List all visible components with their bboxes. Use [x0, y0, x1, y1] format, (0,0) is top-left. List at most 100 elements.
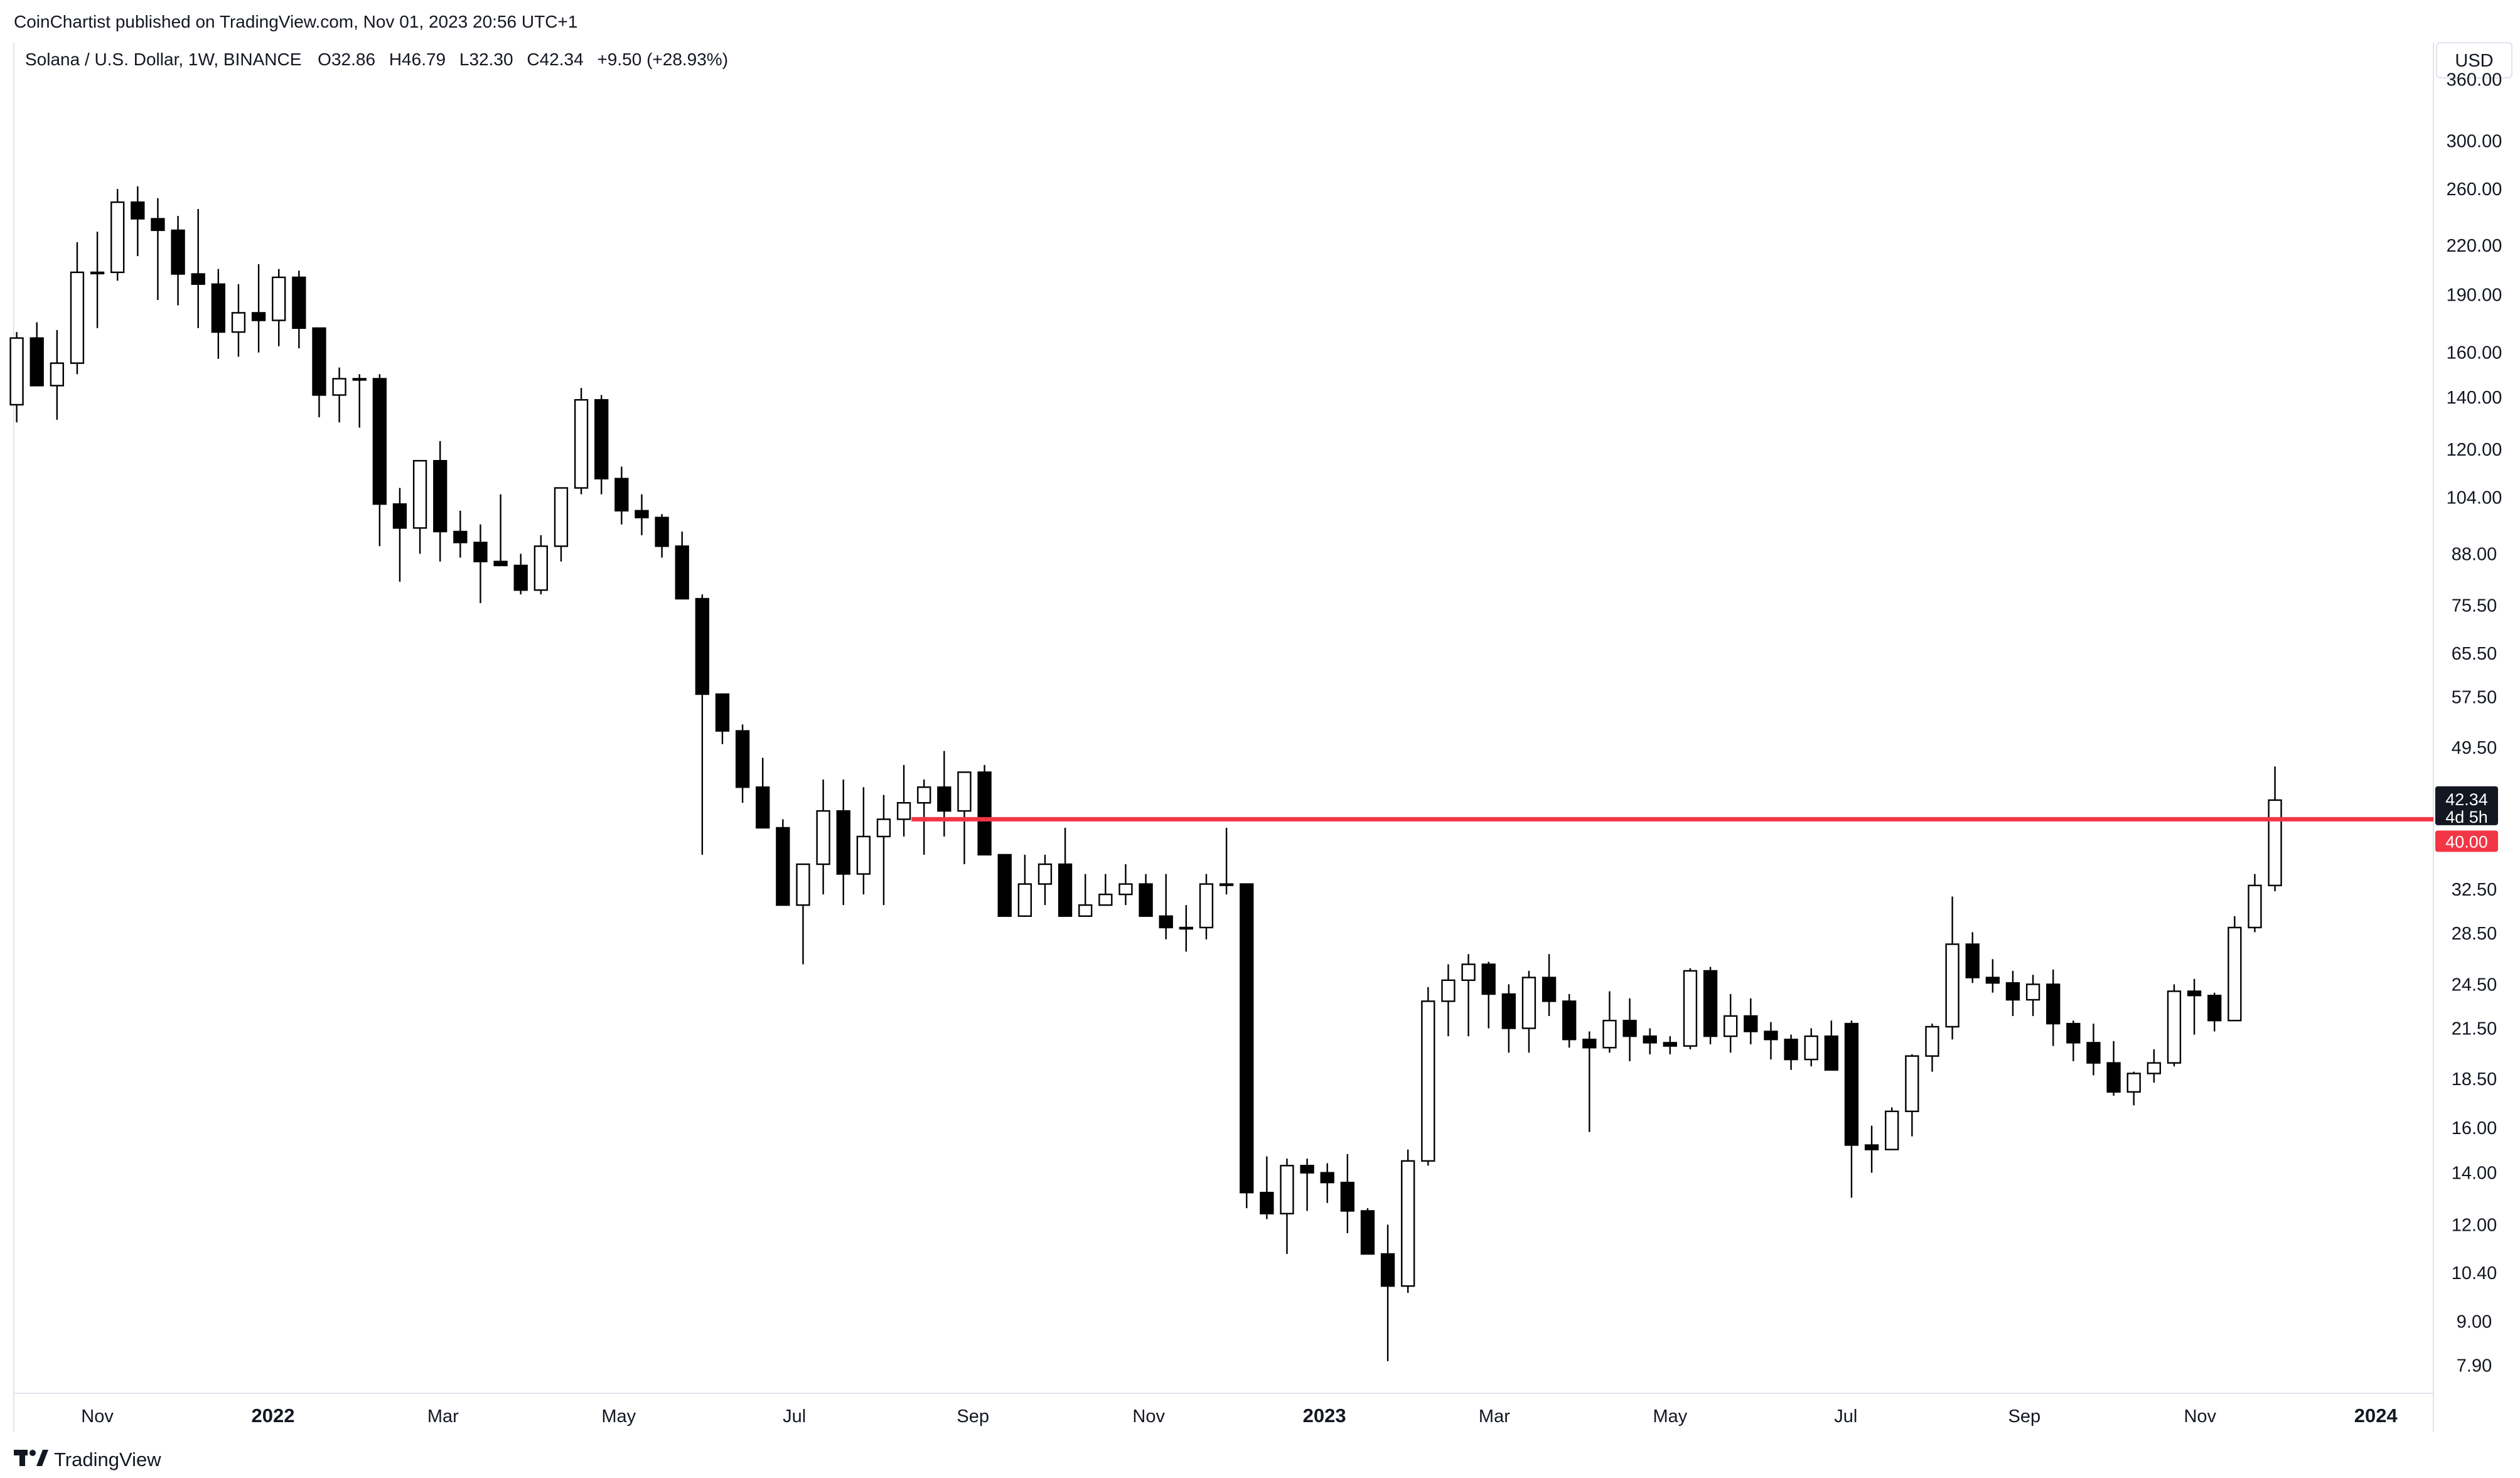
candle[interactable] [2066, 1020, 2081, 1061]
candle[interactable] [856, 787, 871, 895]
candle[interactable] [1199, 874, 1214, 940]
candle[interactable] [1965, 932, 1980, 983]
candle[interactable] [1098, 874, 1113, 906]
candle[interactable] [836, 779, 850, 906]
candle[interactable] [1179, 905, 1193, 952]
candle[interactable] [1582, 1031, 1597, 1132]
candle[interactable] [1985, 959, 2000, 993]
candle[interactable] [131, 186, 145, 257]
candle[interactable] [1562, 993, 1577, 1048]
candle[interactable] [2046, 969, 2061, 1046]
candle[interactable] [1017, 854, 1032, 917]
candle[interactable] [735, 724, 750, 803]
candle[interactable] [1159, 874, 1173, 940]
candle[interactable] [312, 327, 326, 417]
candle[interactable] [816, 779, 830, 895]
candle[interactable] [876, 795, 891, 906]
candle[interactable] [1501, 984, 1516, 1053]
candle[interactable] [715, 693, 730, 744]
candle[interactable] [1260, 1156, 1274, 1219]
candle[interactable] [2248, 874, 2262, 933]
candle[interactable] [1441, 964, 1456, 1037]
candle[interactable] [412, 459, 427, 554]
candle[interactable] [1541, 954, 1557, 1016]
candle[interactable] [1118, 864, 1133, 906]
candle[interactable] [352, 374, 367, 428]
candle[interactable] [1724, 993, 1738, 1053]
candle[interactable] [635, 494, 649, 535]
candle[interactable] [1481, 961, 1496, 1029]
candle[interactable] [1602, 991, 1617, 1053]
candle[interactable] [50, 329, 64, 420]
candle[interactable] [272, 269, 286, 346]
candle[interactable] [1078, 874, 1093, 917]
candle[interactable] [1804, 1028, 1818, 1067]
candle[interactable] [1925, 1024, 1939, 1072]
candle[interactable] [392, 488, 407, 582]
candle[interactable] [1058, 827, 1073, 917]
candle[interactable] [675, 531, 689, 600]
candle[interactable] [251, 264, 266, 353]
candle[interactable] [1340, 1154, 1354, 1233]
candle[interactable] [776, 819, 790, 906]
candle[interactable] [896, 764, 911, 837]
candle[interactable] [1037, 854, 1053, 906]
candle[interactable] [453, 510, 468, 558]
candle[interactable] [594, 395, 609, 495]
candle[interactable] [574, 388, 589, 495]
candle[interactable] [151, 198, 165, 300]
candle[interactable] [191, 209, 205, 328]
candle[interactable] [110, 189, 125, 281]
candle[interactable] [1824, 1020, 1838, 1071]
candle[interactable] [2126, 1071, 2141, 1106]
candle[interactable] [614, 466, 629, 525]
candle[interactable] [695, 594, 709, 855]
candle[interactable] [493, 494, 508, 567]
candle[interactable] [1864, 1125, 1879, 1173]
candle[interactable] [332, 367, 346, 423]
candle[interactable] [1139, 874, 1153, 917]
candle[interactable] [655, 514, 669, 558]
candle[interactable] [533, 535, 548, 595]
candle[interactable] [2228, 916, 2242, 1022]
candle[interactable] [554, 487, 569, 562]
candle[interactable] [1744, 998, 1758, 1045]
candle[interactable] [29, 322, 44, 387]
candle[interactable] [1784, 1034, 1798, 1070]
candle[interactable] [1421, 987, 1435, 1166]
candle[interactable] [1300, 1159, 1314, 1211]
candle[interactable] [1683, 968, 1698, 1049]
candle[interactable] [171, 216, 185, 306]
candle[interactable] [1280, 1159, 1294, 1255]
candle[interactable] [2268, 766, 2282, 892]
candle[interactable] [292, 270, 306, 348]
candle[interactable] [2106, 1041, 2121, 1096]
candle[interactable] [1764, 1022, 1778, 1060]
candle[interactable] [756, 758, 770, 829]
candle[interactable] [997, 854, 1012, 917]
candle[interactable] [2086, 1024, 2101, 1076]
candle[interactable] [70, 242, 85, 375]
candle[interactable] [1360, 1208, 1375, 1255]
candle[interactable] [1905, 1054, 1919, 1137]
candle[interactable] [937, 751, 952, 837]
candle[interactable] [1844, 1020, 1859, 1198]
candle[interactable] [1643, 1028, 1657, 1054]
candle[interactable] [2167, 984, 2182, 1067]
candle[interactable] [1461, 954, 1476, 1037]
candle[interactable] [796, 863, 810, 965]
candle[interactable] [90, 232, 105, 328]
tradingview-logo[interactable]: TradingView [14, 1449, 161, 1470]
candle[interactable] [1663, 1036, 1677, 1054]
candle[interactable] [9, 332, 24, 423]
candle[interactable] [1380, 1224, 1395, 1361]
currency-button[interactable]: USD [2436, 42, 2512, 78]
candle[interactable] [231, 284, 246, 357]
candle[interactable] [1885, 1107, 1899, 1150]
candle[interactable] [1945, 896, 1960, 1040]
candle[interactable] [1401, 1149, 1415, 1293]
candle[interactable] [513, 554, 528, 595]
candle[interactable] [473, 524, 488, 604]
candle[interactable] [2025, 975, 2040, 1016]
